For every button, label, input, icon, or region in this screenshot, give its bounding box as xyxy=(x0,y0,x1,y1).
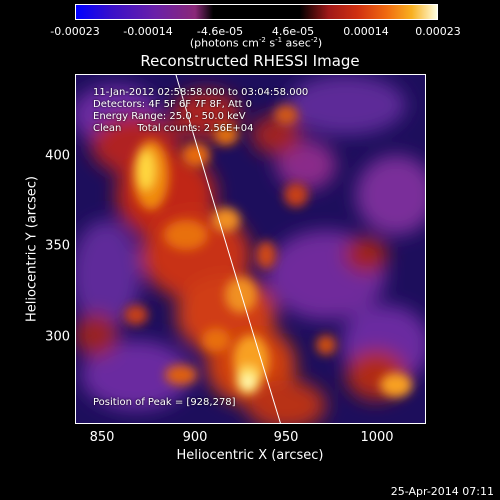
colorbar-tick-label: 0.00023 xyxy=(415,25,461,38)
y-tick-label: 400 xyxy=(45,148,70,164)
x-tick-label: 900 xyxy=(182,430,208,445)
rhessi-image-plot: 11-Jan-2012 02:58:58.000 to 03:04:58.000… xyxy=(75,74,426,424)
colorbar-tick-label: 0.00014 xyxy=(343,25,389,38)
y-tick-label: 350 xyxy=(45,238,70,254)
colorbar-units-label: (photons cm-2 s-1 asec-2) xyxy=(189,36,323,50)
detectors-label: Detectors: 4F 5F 6F 7F 8F, Att 0 xyxy=(93,99,253,110)
x-tick-label: 950 xyxy=(273,430,299,445)
time-range-label: 11-Jan-2012 02:58:58.000 to 03:04:58.000 xyxy=(93,87,309,98)
solar-limb-line xyxy=(175,75,281,423)
x-tick-label: 850 xyxy=(89,430,115,445)
x-axis-label: Heliocentric X (arcsec) xyxy=(176,448,324,463)
colorbar-tick-label: -4.6e-05 xyxy=(196,25,244,38)
energy-range-label: Energy Range: 25.0 - 50.0 keV xyxy=(93,111,246,122)
colorbar-tick-label: 4.6e-05 xyxy=(271,25,315,38)
plot-title: Reconstructed RHESSI Image xyxy=(140,52,360,70)
colorbar xyxy=(75,4,438,20)
heatmap-image xyxy=(76,75,425,423)
footer-timestamp: 25-Apr-2014 07:11 xyxy=(390,485,494,498)
y-tick-label: 300 xyxy=(45,329,70,345)
colorbar-tick-label: -0.00014 xyxy=(123,25,173,38)
x-tick-label: 1000 xyxy=(360,430,394,445)
clean-counts-label: Clean Total counts: 2.56E+04 xyxy=(93,123,254,134)
colorbar-tick-label: -0.00023 xyxy=(50,25,100,38)
peak-position-label: Position of Peak = [928,278] xyxy=(93,397,236,408)
y-axis-label: Heliocentric Y (arcsec) xyxy=(24,176,40,322)
